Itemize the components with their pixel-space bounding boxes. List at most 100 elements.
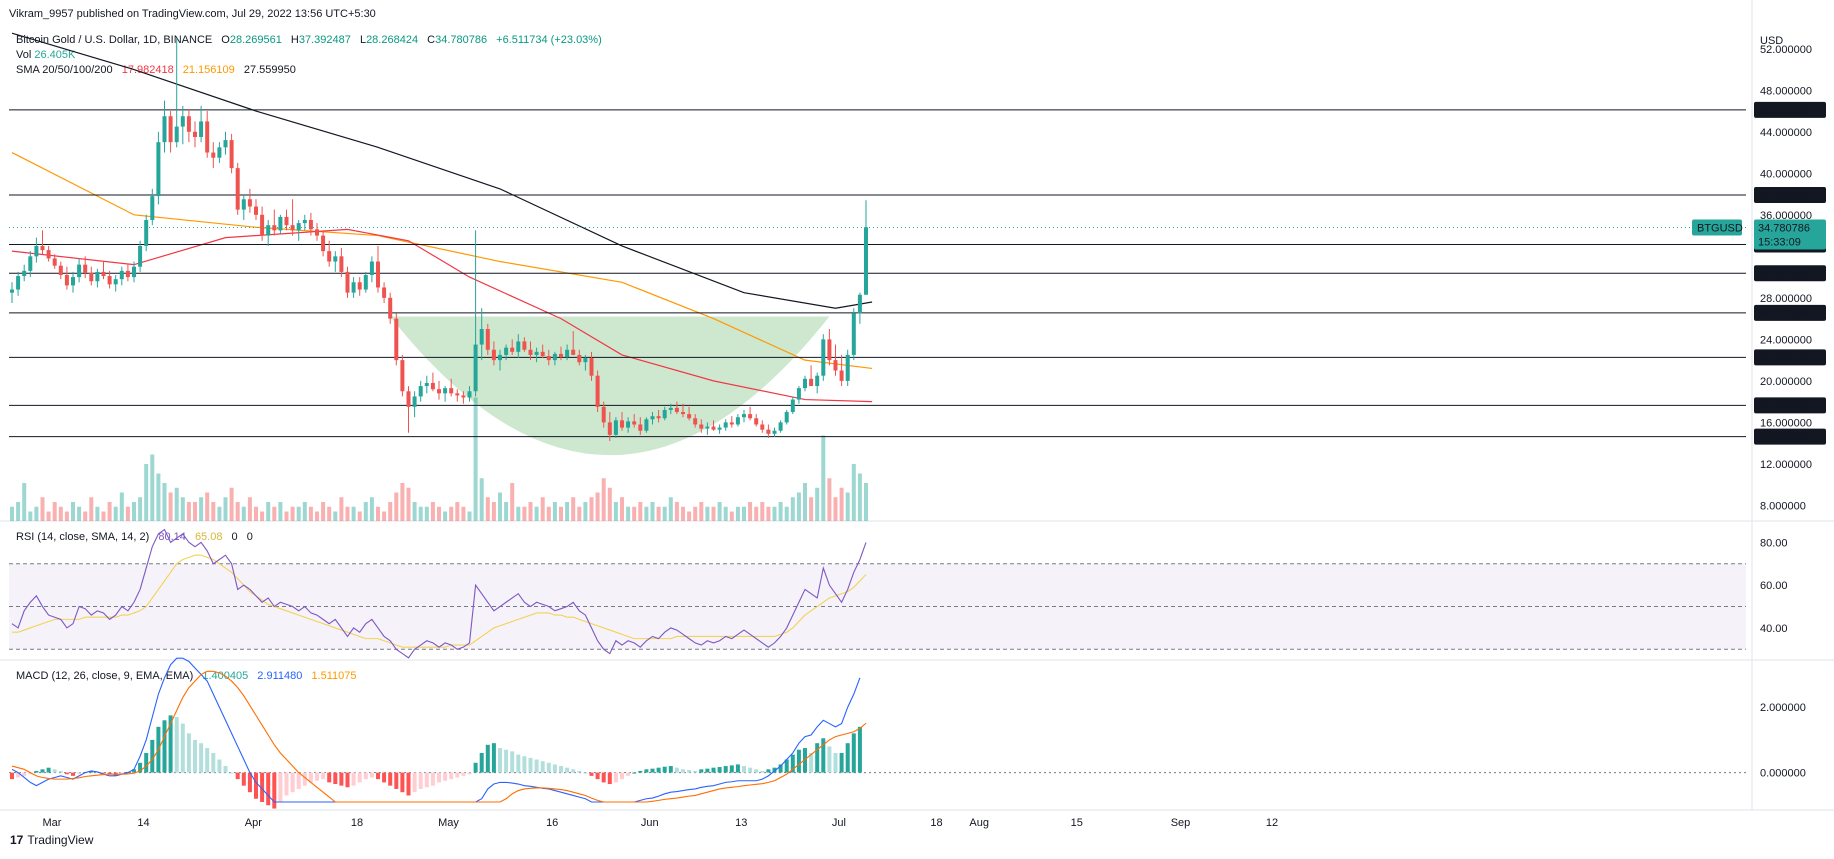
macd-histogram-bar — [357, 772, 362, 783]
volume-bar — [626, 506, 631, 521]
candle-body — [857, 294, 862, 314]
volume-bar — [589, 497, 594, 521]
candle-body — [833, 360, 838, 371]
symbol-title[interactable]: Bitcoin Gold / U.S. Dollar, 1D, BINANCE — [16, 34, 213, 46]
macd-histogram-bar — [369, 772, 374, 778]
bar-countdown-label: 15:33:09 — [1758, 236, 1801, 248]
level-price-label: 17.642886 — [1758, 400, 1810, 412]
candle-body — [46, 250, 51, 259]
candle-body — [546, 355, 551, 361]
volume-bar — [376, 506, 380, 521]
volume-bar — [363, 502, 368, 521]
volume-bar — [723, 506, 728, 521]
macd-histogram-bar — [400, 772, 405, 793]
macd-histogram-bar — [296, 772, 301, 789]
candle-body — [388, 297, 393, 319]
candle-body — [571, 349, 576, 355]
volume-bar — [687, 511, 692, 521]
macd-histogram-bar — [321, 772, 326, 780]
candle-body — [443, 388, 448, 394]
volume-bar — [504, 502, 509, 521]
macd-histogram-bar — [394, 772, 399, 789]
sma100-value: 21.156109 — [182, 64, 235, 76]
volume-bar — [851, 464, 856, 521]
level-price-label: 30.364595 — [1758, 268, 1810, 280]
macd-histogram-bar — [46, 767, 51, 773]
macd-histogram-bar — [577, 770, 582, 773]
volume-bar — [278, 502, 283, 521]
candle-body — [296, 223, 301, 231]
macd-histogram-bar — [742, 766, 746, 773]
open-value: 28.269561 — [229, 34, 282, 46]
candle-body — [498, 354, 502, 361]
volume-bar — [857, 473, 862, 521]
volume-bar — [119, 492, 124, 521]
candle-body — [552, 353, 557, 361]
candle-body — [28, 256, 33, 271]
macd-histogram-bar — [803, 748, 807, 773]
candle-body — [290, 225, 295, 231]
rsi-legend[interactable]: RSI (14, close, SMA, 14, 2) 80.14 65.08 … — [16, 531, 253, 543]
rsi-tick-label: 80.00 — [1760, 537, 1788, 549]
candle-body — [357, 282, 362, 290]
level-price-label: 46.107152 — [1758, 105, 1810, 117]
macd-histogram-bar — [668, 766, 673, 773]
sma-legend-row[interactable]: SMA 20/50/100/200 17.982418 21.156109 27… — [16, 63, 602, 78]
macd-histogram-bar — [735, 764, 740, 773]
candle-body — [729, 422, 734, 425]
candle-body — [644, 419, 649, 431]
volume-bar — [254, 506, 258, 521]
volume-bar — [455, 502, 460, 521]
open-label: O — [221, 34, 230, 46]
candle-body — [52, 258, 57, 266]
volume-bar — [229, 487, 234, 521]
volume-bar — [180, 497, 185, 521]
macd-histogram-bar — [174, 717, 179, 773]
symbol-tag — [1692, 219, 1742, 236]
tradingview-brand-label: TradingView — [27, 833, 94, 847]
tradingview-footer[interactable]: 17 TradingView — [10, 833, 93, 847]
volume-bar — [485, 497, 490, 521]
volume-bar — [656, 506, 661, 521]
macd-histogram-bar — [193, 739, 197, 773]
volume-bar — [498, 492, 502, 521]
time-tick-label: Jun — [641, 817, 659, 829]
volume-bar — [205, 492, 210, 521]
currency-label: USD — [1760, 35, 1783, 47]
volume-bar — [357, 511, 362, 521]
macd-histogram-bar — [278, 772, 283, 802]
rsi-extra-1: 0 — [231, 531, 238, 543]
volume-bar — [766, 506, 771, 521]
volume-legend-row[interactable]: Vol 26.405K — [16, 48, 602, 63]
candle-body — [266, 225, 271, 236]
volume-bar — [467, 511, 472, 521]
candle-body — [504, 347, 509, 355]
candle-body — [601, 406, 606, 423]
candle-body — [333, 256, 338, 262]
volume-bar — [186, 502, 191, 521]
macd-histogram-bar — [565, 767, 570, 773]
sma50-line — [11, 228, 873, 403]
volume-bar — [845, 492, 850, 521]
time-tick-label: 15 — [1071, 817, 1083, 829]
volume-bar — [174, 487, 179, 521]
macd-histogram-bar — [412, 772, 417, 793]
time-tick-label: 18 — [930, 817, 942, 829]
macd-histogram-bar — [199, 743, 204, 773]
volume-bar — [95, 506, 100, 521]
time-tick-label: 12 — [1266, 817, 1278, 829]
price-tick-label: 16.000000 — [1760, 417, 1812, 429]
candle-body — [254, 206, 258, 215]
macd-histogram-bar — [620, 772, 624, 780]
volume-bar — [156, 473, 161, 521]
volume-bar — [168, 492, 173, 521]
price-tick-label: 36.000000 — [1760, 210, 1812, 222]
change-value: +6.511734 (+23.03%) — [496, 34, 602, 46]
candle-body — [162, 116, 167, 143]
volume-bar — [638, 502, 643, 521]
candle-body — [272, 225, 277, 231]
macd-histogram-bar — [656, 767, 661, 773]
volume-bar — [443, 511, 448, 521]
candle-body — [613, 420, 618, 435]
